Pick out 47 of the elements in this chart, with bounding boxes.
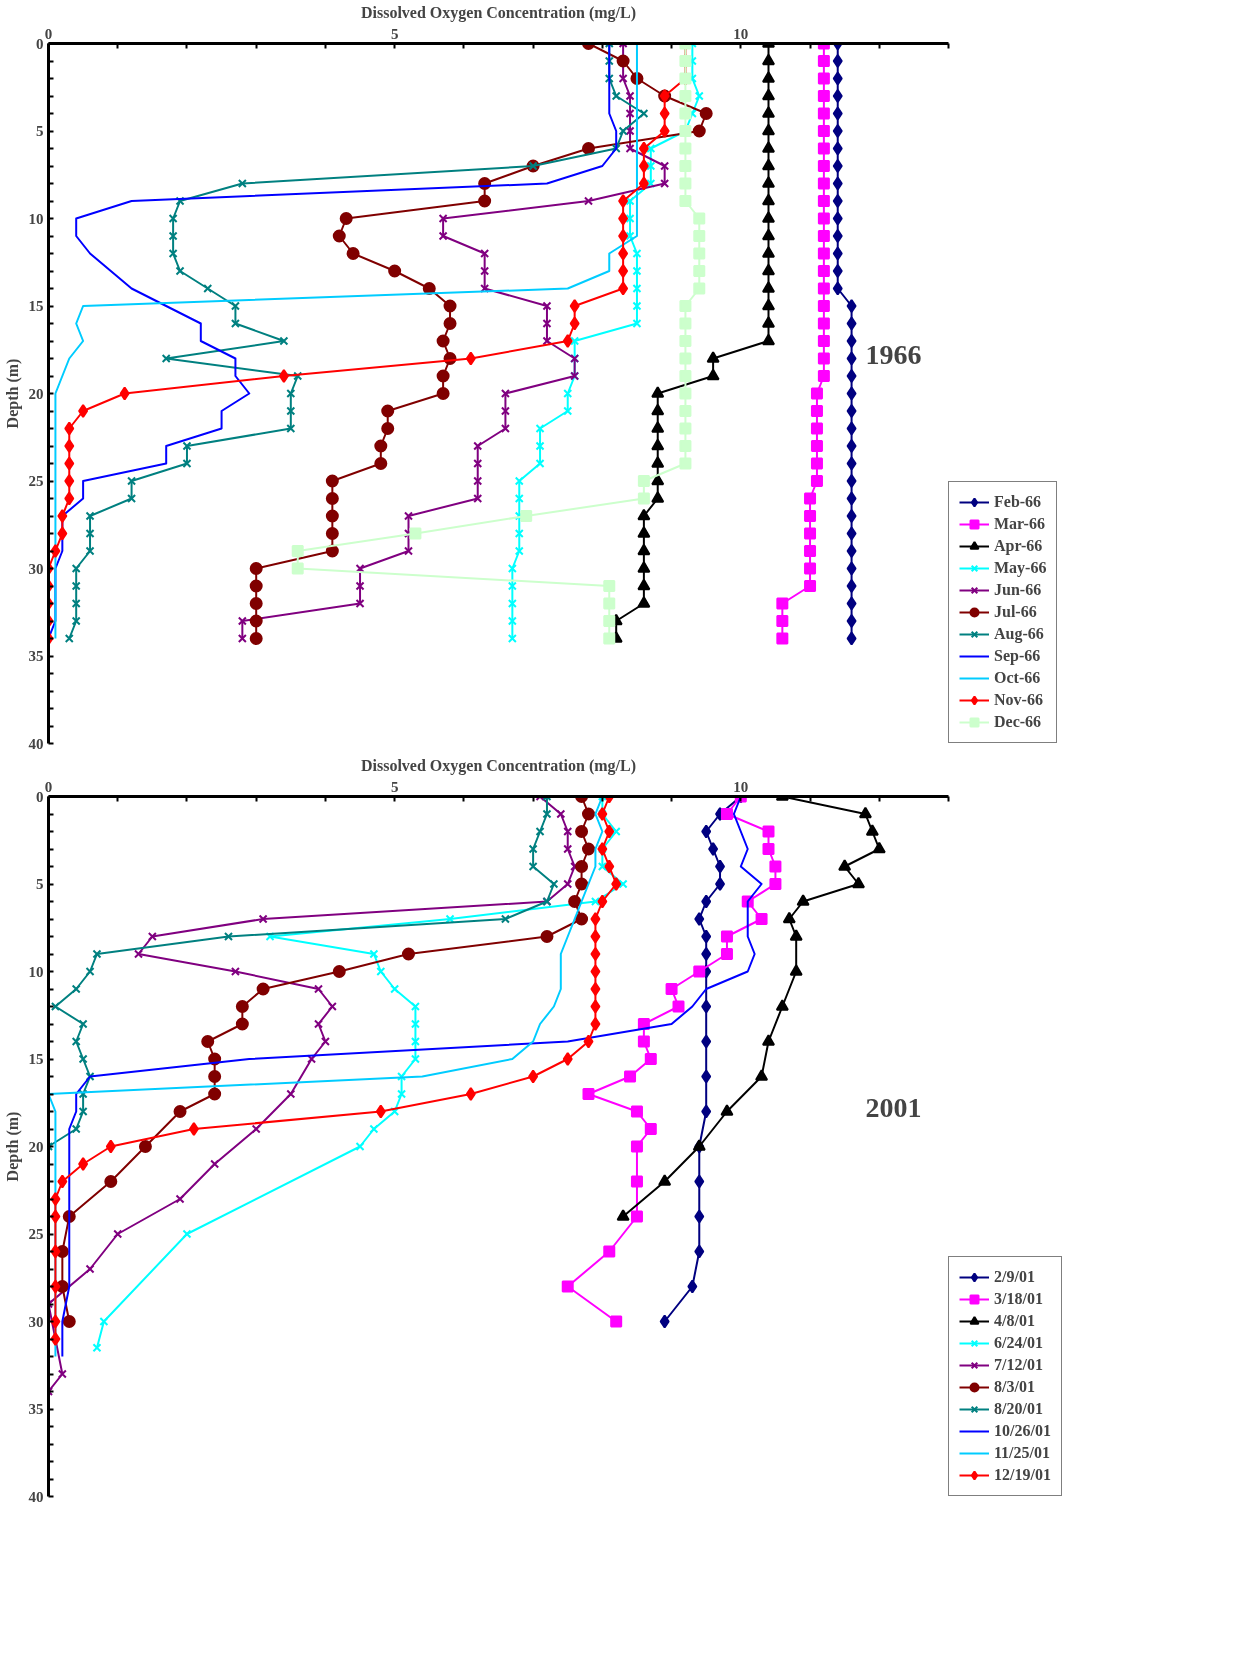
- legend-label: 8/20/01: [994, 1399, 1043, 1419]
- y-tick-label: 10: [28, 963, 44, 980]
- legend-label: Jul-66: [994, 602, 1037, 622]
- x-axis-title: Dissolved Oxygen Concentration (mg/L): [360, 3, 637, 22]
- y-tick-label: 30: [28, 560, 44, 577]
- legend-label: Jun-66: [994, 580, 1042, 600]
- y-tick-label: 10: [28, 210, 44, 227]
- legend-label: 8/3/01: [994, 1377, 1035, 1397]
- legend-label: 4/8/01: [994, 1311, 1035, 1331]
- x-tick-label: 10: [733, 778, 749, 795]
- y-tick-label: 35: [28, 1401, 44, 1417]
- legend-label: Aug-66: [994, 624, 1044, 644]
- legend-label: Feb-66: [994, 492, 1042, 512]
- legend-label: May-66: [994, 558, 1047, 578]
- y-tick-label: 20: [28, 1138, 44, 1155]
- legend-label: Dec-66: [994, 712, 1042, 732]
- y-tick-label: 5: [36, 123, 44, 139]
- legend-label: 7/12/01: [994, 1355, 1043, 1375]
- legend-label: Nov-66: [994, 690, 1043, 710]
- y-tick-label: 5: [36, 876, 44, 892]
- annotation: 2001: [865, 1091, 922, 1123]
- y-axis-title: Depth (m): [3, 358, 22, 429]
- x-axis-title: Dissolved Oxygen Concentration (mg/L): [360, 756, 637, 775]
- legend-label: 10/26/01: [994, 1421, 1051, 1441]
- legend-label: Sep-66: [994, 646, 1041, 666]
- y-tick-label: 25: [28, 473, 44, 489]
- y-tick-label: 15: [28, 1051, 44, 1067]
- y-tick-label: 20: [28, 385, 44, 402]
- x-tick-label: 5: [390, 778, 399, 795]
- y-tick-label: 35: [28, 648, 44, 664]
- y-tick-label: 40: [28, 1488, 44, 1505]
- legend-label: 11/25/01: [994, 1443, 1051, 1463]
- annotation: 1966: [865, 338, 922, 370]
- legend-label: Oct-66: [994, 668, 1041, 688]
- legend-label: 3/18/01: [994, 1289, 1043, 1309]
- y-tick-label: 25: [28, 1226, 44, 1242]
- legend-label: 6/24/01: [994, 1333, 1043, 1353]
- y-axis-title: Depth (m): [3, 1111, 22, 1182]
- x-tick-label: 10: [733, 25, 749, 42]
- y-tick-label: 15: [28, 298, 44, 314]
- x-tick-label: 5: [390, 25, 399, 42]
- legend-label: Mar-66: [994, 514, 1045, 534]
- legend-label: 2/9/01: [994, 1267, 1035, 1287]
- y-tick-label: 30: [28, 1313, 44, 1330]
- legend-label: 12/19/01: [994, 1465, 1051, 1485]
- y-tick-label: 40: [28, 735, 44, 752]
- legend-label: Apr-66: [994, 536, 1043, 556]
